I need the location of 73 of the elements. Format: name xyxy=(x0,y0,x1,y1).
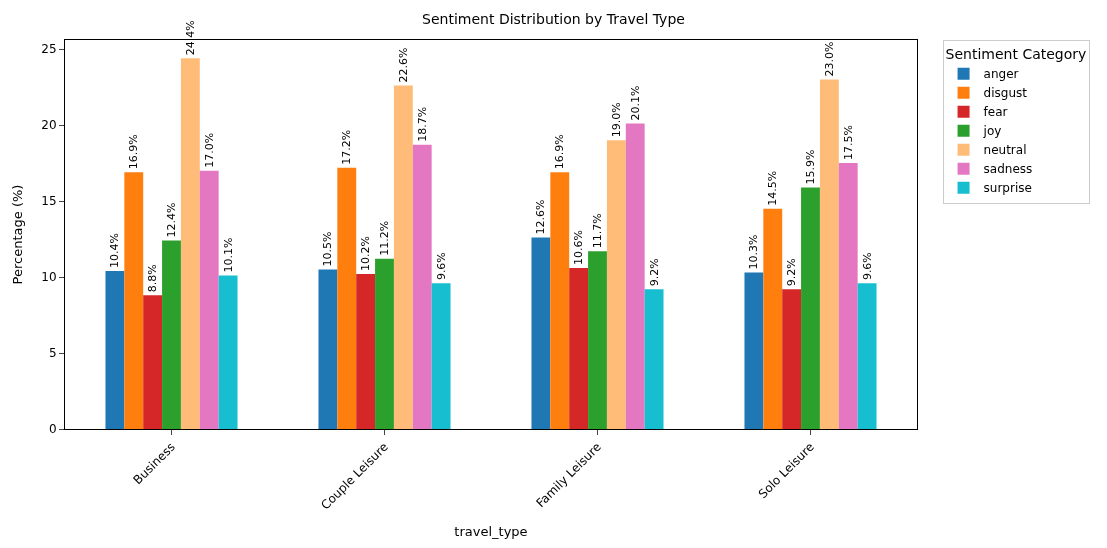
data-label: 10.1% xyxy=(221,237,235,273)
bar xyxy=(550,172,570,429)
data-label: 12.4% xyxy=(165,202,178,238)
bar xyxy=(588,251,607,429)
bar xyxy=(375,258,394,429)
data-label: 22.6% xyxy=(396,47,410,83)
y-tick-label: 0 xyxy=(48,422,57,437)
data-label: 17.0% xyxy=(202,132,216,168)
bar xyxy=(606,140,626,429)
chart-title: Sentiment Distribution by Travel Type xyxy=(422,11,685,28)
y-tick-label: 10 xyxy=(41,270,57,285)
data-label: 10.6% xyxy=(572,229,586,265)
bar xyxy=(531,237,551,429)
bar xyxy=(744,272,764,429)
bar xyxy=(644,289,664,429)
y-axis-title: Percentage (%) xyxy=(10,184,26,285)
data-label: 9.2% xyxy=(785,258,799,287)
legend-label: fear xyxy=(983,105,1008,120)
bar xyxy=(431,283,451,429)
bar xyxy=(857,283,877,429)
legend-label: surprise xyxy=(983,181,1032,196)
y-tick-label: 5 xyxy=(48,346,57,361)
y-tick-label: 25 xyxy=(41,42,57,57)
data-label: 19.0% xyxy=(609,102,623,138)
x-axis-title: travel_type xyxy=(454,524,528,539)
data-label: 23.0% xyxy=(822,41,836,77)
bar xyxy=(199,170,219,429)
data-label: 10.3% xyxy=(747,234,761,270)
bar xyxy=(105,270,125,429)
bar xyxy=(124,172,144,429)
bar xyxy=(337,167,357,429)
legend-label: joy xyxy=(982,124,1002,139)
bar xyxy=(143,295,163,429)
bar xyxy=(763,208,783,429)
legend-label: neutral xyxy=(983,143,1027,158)
y-tick-label: 20 xyxy=(41,118,57,133)
legend-title: Sentiment Category xyxy=(945,46,1087,63)
data-label: 17.5% xyxy=(841,125,855,161)
data-label: 20.1% xyxy=(628,85,642,121)
legend-label: sadness xyxy=(983,162,1033,177)
data-label: 10.4% xyxy=(108,233,122,268)
bar xyxy=(162,240,181,429)
data-label: 11.7% xyxy=(591,213,604,249)
bar xyxy=(356,274,376,429)
data-label: 17.2% xyxy=(340,129,354,165)
bar xyxy=(782,289,802,429)
data-label: 9.2% xyxy=(647,258,661,287)
bar xyxy=(412,144,432,429)
bar xyxy=(838,163,858,429)
data-label: 15.9% xyxy=(804,149,817,185)
data-label: 16.9% xyxy=(553,134,567,170)
data-label: 9.6% xyxy=(434,252,448,281)
bar xyxy=(625,123,645,429)
data-label: 18.7% xyxy=(415,106,429,142)
data-label: 24.4% xyxy=(183,20,197,56)
data-label: 9.6% xyxy=(860,252,874,281)
bar xyxy=(569,267,589,429)
data-label: 10.2% xyxy=(359,236,373,272)
data-label: 10.5% xyxy=(321,231,335,267)
bar xyxy=(318,269,338,429)
y-tick-label: 15 xyxy=(41,194,57,209)
bar xyxy=(393,85,413,429)
bar xyxy=(180,58,200,429)
data-label: 8.8% xyxy=(146,264,160,293)
data-label: 16.9% xyxy=(127,134,141,170)
data-label: 14.5% xyxy=(766,170,780,206)
data-label: 11.2% xyxy=(378,220,391,256)
bar xyxy=(801,187,820,429)
data-label: 12.6% xyxy=(534,199,548,235)
legend-label: anger xyxy=(983,67,1019,82)
legend-label: disgust xyxy=(983,86,1028,101)
bar xyxy=(218,275,238,429)
bar xyxy=(819,79,839,429)
